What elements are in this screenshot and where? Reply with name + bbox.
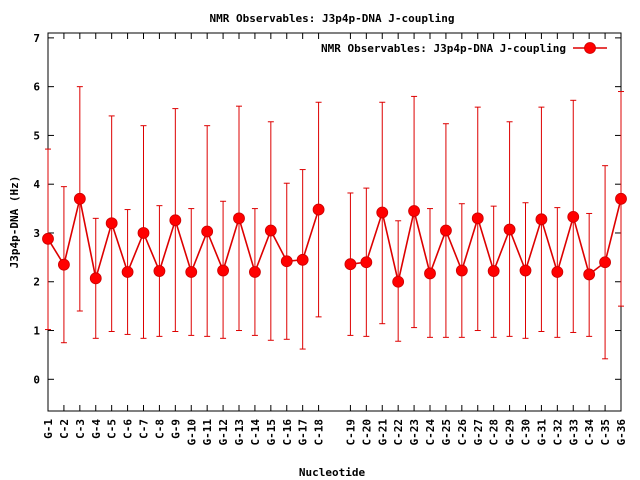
x-tick-label: C-18 [313, 419, 326, 446]
chart-title: NMR Observables: J3p4p-DNA J-coupling [209, 12, 454, 25]
data-point [455, 264, 468, 277]
y-tick-label: 3 [33, 227, 40, 240]
data-point [424, 267, 436, 280]
data-point [105, 217, 118, 230]
data-point [535, 213, 548, 226]
data-point [185, 266, 198, 278]
data-point [583, 268, 596, 281]
data-point [408, 205, 420, 217]
data-point [471, 212, 484, 225]
data-point [599, 256, 611, 269]
x-tick-label: C-22 [392, 419, 405, 446]
x-tick-label: C-8 [153, 419, 166, 439]
x-tick-label: G-29 [504, 419, 517, 446]
y-tick-label: 1 [33, 325, 40, 338]
x-tick-label: G-33 [567, 419, 580, 446]
data-point [519, 264, 532, 277]
y-tick-label: 4 [33, 178, 40, 191]
y-axis-label: J3p4p-DNA (Hz) [8, 176, 21, 269]
data-point [280, 255, 293, 268]
data-point [249, 266, 261, 278]
data-point [137, 227, 150, 239]
x-tick-label: G-9 [169, 419, 182, 439]
x-tick-label: C-14 [249, 419, 262, 446]
data-point [169, 214, 182, 227]
x-tick-label: C-20 [360, 419, 373, 446]
data-point [73, 192, 86, 205]
data-point [487, 265, 500, 277]
x-axis-label: Nucleotide [299, 466, 366, 479]
series-line [47, 198, 320, 279]
data-point [217, 264, 229, 277]
data-point [312, 203, 325, 216]
data-point [89, 272, 102, 285]
data-point [376, 206, 389, 219]
data-point [567, 210, 580, 223]
y-tick-label: 2 [33, 276, 40, 289]
x-tick-label: G-23 [408, 419, 421, 446]
y-tick-label: 5 [33, 129, 40, 142]
y-tick-label: 0 [33, 373, 40, 386]
legend-marker-swatch [584, 42, 596, 54]
data-point [58, 258, 70, 271]
data-point [503, 223, 516, 236]
x-tick-label: C-32 [551, 419, 564, 446]
data-point [440, 224, 452, 237]
data-point [344, 258, 357, 271]
x-tick-label: C-3 [74, 419, 87, 439]
x-tick-label: C-2 [58, 419, 71, 439]
legend-label: NMR Observables: J3p4p-DNA J-coupling [321, 42, 566, 55]
x-tick-label: C-5 [106, 419, 119, 439]
data-point [264, 224, 277, 237]
x-tick-label: G-1 [42, 419, 55, 439]
x-tick-label: G-13 [233, 419, 246, 446]
data-point [360, 256, 373, 269]
data-point [42, 232, 54, 245]
data-point [615, 192, 627, 205]
x-tick-label: G-12 [217, 419, 230, 446]
data-point [121, 266, 134, 278]
x-tick-label: G-36 [615, 419, 628, 446]
x-tick-label: C-35 [599, 419, 612, 446]
x-tick-label: G-17 [297, 419, 310, 446]
x-tick-label: G-4 [90, 419, 103, 439]
x-tick-label: C-7 [138, 419, 151, 439]
x-tick-label: C-16 [281, 419, 294, 446]
x-tick-label: C-24 [424, 419, 437, 446]
x-tick-label: G-25 [440, 419, 453, 446]
legend: NMR Observables: J3p4p-DNA J-coupling [321, 42, 607, 55]
x-tick-label: G-10 [185, 419, 198, 446]
x-tick-label: C-34 [583, 419, 596, 446]
x-tick-label: C-28 [488, 419, 501, 446]
x-tick-label: C-6 [122, 419, 135, 439]
x-tick-label: C-30 [520, 419, 533, 446]
y-tick-label: 6 [33, 81, 40, 94]
x-tick-label: G-15 [265, 419, 278, 446]
data-point [233, 212, 245, 225]
x-tick-label: G-27 [472, 419, 485, 446]
plot-frame [47, 32, 622, 412]
series-line [350, 198, 622, 282]
data-point [201, 225, 214, 238]
x-tick-label: C-19 [344, 419, 357, 446]
data-point [551, 266, 564, 278]
data-point [392, 275, 405, 288]
data-point [153, 265, 166, 277]
y-tick-label: 7 [33, 32, 40, 45]
x-tick-label: G-21 [376, 419, 389, 446]
x-tick-label: G-11 [201, 419, 214, 446]
data-point [296, 253, 309, 266]
x-tick-label: C-26 [456, 419, 469, 446]
x-tick-label: G-31 [535, 419, 548, 446]
